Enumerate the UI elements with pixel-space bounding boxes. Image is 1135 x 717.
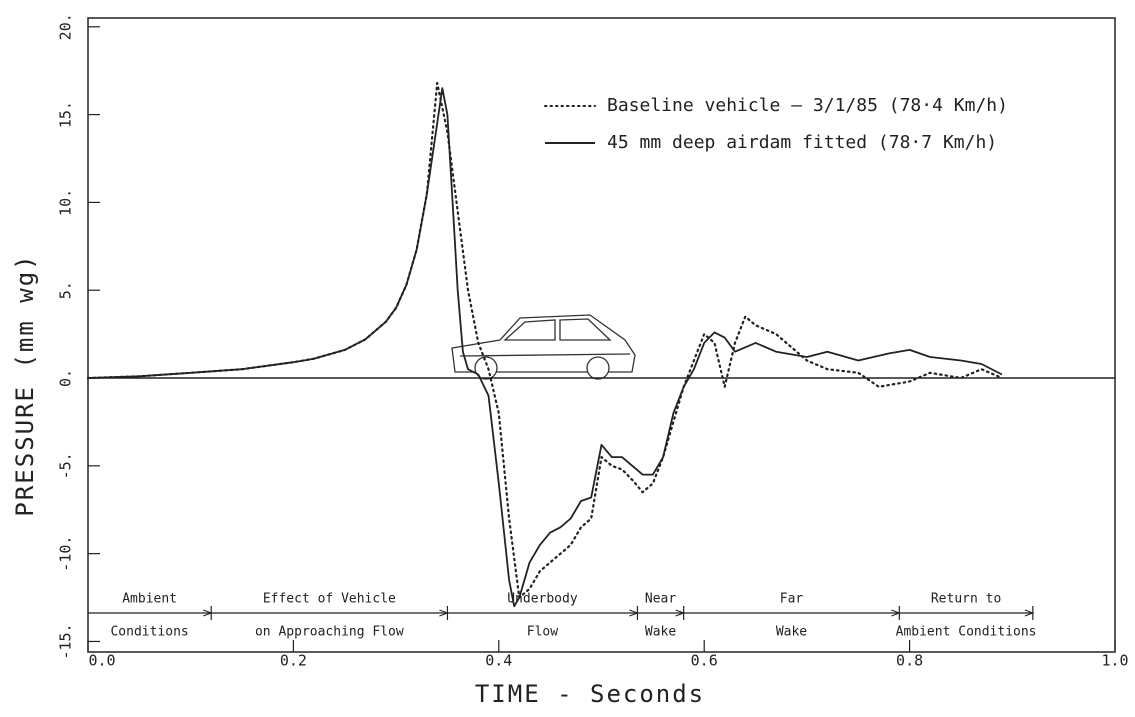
y-tick-label: 5. <box>57 281 75 299</box>
region-arrow <box>1024 609 1035 617</box>
plot-frame <box>87 17 1116 653</box>
series-line <box>87 87 1003 608</box>
x-tick-label: 0.4 <box>485 652 512 670</box>
region-label-top: Far <box>780 592 804 607</box>
y-tick-label: -15. <box>57 623 75 659</box>
x-tick-label: 0.0 <box>88 652 115 670</box>
legend-label: 45 mm deep airdam fitted (78·7 Km/h) <box>607 132 997 153</box>
region-label-bottom: on Approaching Flow <box>255 625 404 640</box>
y-tick-label: -10. <box>57 536 75 572</box>
region-label-bottom: Wake <box>645 625 676 640</box>
legend-label: Baseline vehicle — 3/1/85 (78·4 Km/h) <box>607 95 1008 116</box>
x-tick-label: 0.6 <box>691 652 718 670</box>
region-label-bottom: Ambient Conditions <box>896 625 1037 640</box>
region-label-bottom: Wake <box>776 625 807 640</box>
region-label-top: Underbody <box>507 592 578 607</box>
region-label-top: Effect of Vehicle <box>263 592 396 607</box>
region-label-top: Return to <box>931 592 1001 607</box>
x-tick-label: 0.8 <box>896 652 923 670</box>
y-tick-label: 0. <box>57 369 75 387</box>
y-axis-title: PRESSURE (mm wg) <box>11 253 39 516</box>
y-tick-label: 10. <box>57 189 75 216</box>
car-icon <box>451 314 636 380</box>
region-label-bottom: Conditions <box>110 625 188 640</box>
y-tick-label: 15. <box>57 101 75 128</box>
y-tick-label: 20. <box>57 13 75 40</box>
x-tick-label: 1.0 <box>1101 652 1128 670</box>
y-tick-label: -5. <box>57 452 75 479</box>
region-label-top: Near <box>645 592 676 607</box>
region-label-top: Ambient <box>122 592 177 607</box>
x-tick-label: 0.2 <box>280 652 307 670</box>
region-label-bottom: Flow <box>527 625 558 640</box>
x-axis-title: TIME - Seconds <box>475 680 705 708</box>
